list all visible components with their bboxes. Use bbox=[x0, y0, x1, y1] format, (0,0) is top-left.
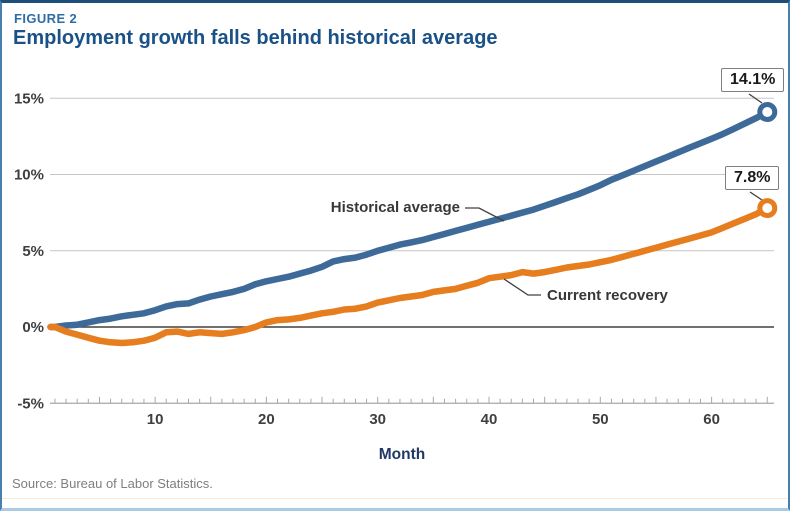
figure-label: FIGURE 2 bbox=[14, 11, 78, 26]
series-label-historical-average: Historical average bbox=[330, 199, 460, 216]
x-tick-label: 40 bbox=[481, 411, 498, 428]
callout-connector-historical bbox=[748, 93, 763, 104]
source-note: Source: Bureau of Labor Statistics. bbox=[12, 476, 213, 491]
x-tick-label: 50 bbox=[592, 411, 609, 428]
y-tick-label: 10% bbox=[14, 167, 44, 184]
figure-title: Employment growth falls behind historica… bbox=[13, 27, 498, 49]
x-tick-label: 60 bbox=[703, 411, 720, 428]
current-label-connector bbox=[503, 278, 541, 296]
x-tick-label: 20 bbox=[258, 411, 275, 428]
current-end-marker bbox=[757, 198, 778, 219]
x-axis-title: Month bbox=[379, 446, 425, 463]
historical-end-marker bbox=[757, 102, 778, 122]
employment-growth-chart: 15% 10% 5% 0% -5% 10 20 30 40 50 60 Month bbox=[14, 90, 778, 463]
y-tick-label: 5% bbox=[22, 243, 44, 260]
current-recovery-line bbox=[47, 204, 771, 347]
y-tick-label: 0% bbox=[22, 319, 44, 336]
historical-average-line bbox=[47, 108, 771, 331]
bottom-divider bbox=[2, 498, 788, 499]
x-tick-label: 10 bbox=[147, 411, 164, 428]
end-value-callout-historical: 14.1% bbox=[721, 68, 785, 92]
end-value-callout-current: 7.8% bbox=[725, 166, 780, 190]
historical-label-connector bbox=[465, 207, 505, 222]
callout-connector-current bbox=[749, 191, 763, 201]
y-tick-label: 15% bbox=[14, 90, 44, 107]
y-tick-label: -5% bbox=[17, 395, 44, 412]
series-label-current-recovery: Current recovery bbox=[547, 287, 668, 304]
x-tick-label: 30 bbox=[369, 411, 386, 428]
